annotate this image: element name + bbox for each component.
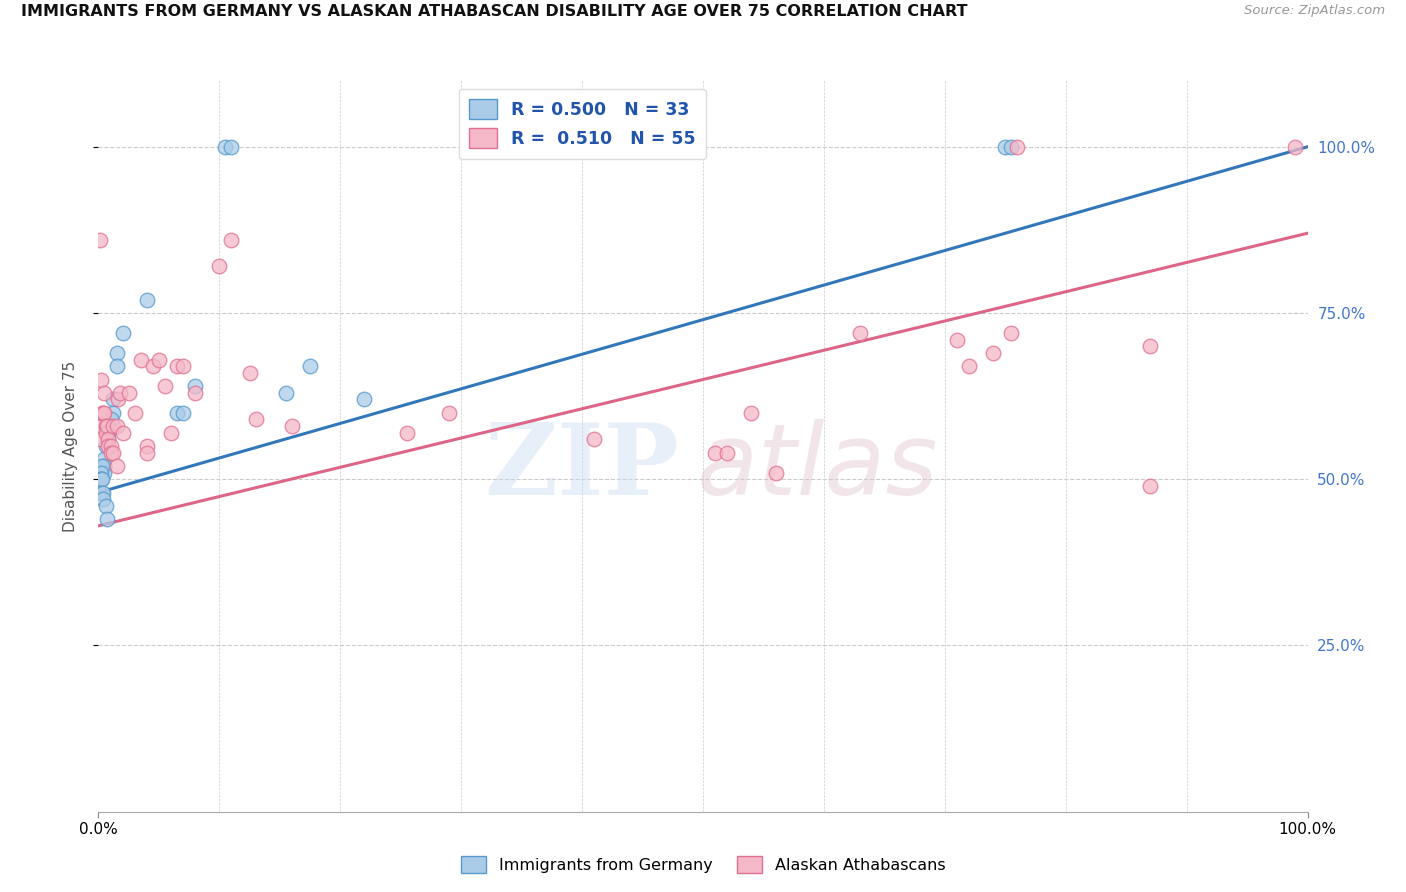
Point [101, 406, 124, 420]
Point [94, 439, 117, 453]
Point [100, 412, 122, 426]
Point [90, 472, 112, 486]
Point [90, 472, 112, 486]
Point [208, 260, 231, 274]
Point [93, 452, 115, 467]
Point [1139, 479, 1161, 493]
Point [107, 392, 129, 407]
Point [184, 385, 207, 400]
Point [142, 359, 165, 374]
Point [97, 433, 120, 447]
Point [105, 458, 128, 473]
Point [214, 140, 236, 154]
Point [129, 352, 152, 367]
Point [97, 433, 120, 447]
Point [160, 425, 183, 440]
Point [124, 406, 146, 420]
Point [96, 419, 118, 434]
Point [716, 445, 738, 459]
Point [135, 439, 157, 453]
Point [353, 392, 375, 407]
Point [437, 406, 460, 420]
Point [946, 333, 969, 347]
Point [93, 406, 115, 420]
Point [105, 419, 128, 434]
Point [849, 326, 872, 340]
Point [583, 433, 606, 447]
Point [765, 466, 787, 480]
Point [90, 372, 112, 386]
Point [172, 406, 194, 420]
Legend: R = 0.500   N = 33, R =  0.510   N = 55: R = 0.500 N = 33, R = 0.510 N = 55 [458, 89, 706, 159]
Point [101, 419, 124, 434]
Point [91, 458, 114, 473]
Point [1000, 326, 1022, 340]
Point [97, 425, 120, 440]
Point [135, 445, 157, 459]
Legend: Immigrants from Germany, Alaskan Athabascans: Immigrants from Germany, Alaskan Athabas… [454, 849, 952, 880]
Point [93, 458, 115, 473]
Text: IMMIGRANTS FROM GERMANY VS ALASKAN ATHABASCAN DISABILITY AGE OVER 75 CORRELATION: IMMIGRANTS FROM GERMANY VS ALASKAN ATHAB… [21, 4, 967, 20]
Point [166, 359, 188, 374]
Point [1007, 140, 1029, 154]
Point [91, 492, 114, 507]
Point [94, 499, 117, 513]
Point [957, 359, 980, 374]
Point [105, 359, 128, 374]
Point [166, 406, 188, 420]
Point [93, 385, 115, 400]
Point [239, 366, 262, 380]
Point [90, 466, 112, 480]
Point [1284, 140, 1306, 154]
Point [1000, 140, 1022, 154]
Point [91, 472, 114, 486]
Point [111, 425, 134, 440]
Point [172, 359, 194, 374]
Point [111, 326, 134, 340]
Point [221, 140, 243, 154]
Point [100, 439, 122, 453]
Point [94, 419, 117, 434]
Point [981, 346, 1004, 360]
Point [245, 412, 267, 426]
Text: ZIP: ZIP [485, 419, 679, 516]
Point [91, 406, 114, 420]
Point [93, 466, 115, 480]
Point [100, 445, 122, 459]
Point [704, 445, 727, 459]
Point [94, 425, 117, 440]
Point [135, 293, 157, 307]
Point [101, 392, 124, 407]
Point [274, 385, 297, 400]
Point [91, 485, 114, 500]
Point [118, 385, 141, 400]
Point [101, 445, 124, 459]
Point [299, 359, 322, 374]
Point [395, 425, 418, 440]
Y-axis label: Disability Age Over 75: Disability Age Over 75 [63, 360, 77, 532]
Point [221, 233, 243, 247]
Point [281, 419, 304, 434]
Point [153, 379, 176, 393]
Point [91, 419, 114, 434]
Point [994, 140, 1017, 154]
Point [89, 233, 111, 247]
Point [89, 433, 111, 447]
Point [91, 485, 114, 500]
Point [91, 406, 114, 420]
Point [740, 406, 762, 420]
Point [105, 346, 128, 360]
Point [148, 352, 170, 367]
Point [96, 512, 118, 526]
Point [1139, 339, 1161, 353]
Point [97, 439, 120, 453]
Point [184, 379, 207, 393]
Text: atlas: atlas [697, 419, 939, 516]
Text: Source: ZipAtlas.com: Source: ZipAtlas.com [1244, 4, 1385, 18]
Point [108, 385, 131, 400]
